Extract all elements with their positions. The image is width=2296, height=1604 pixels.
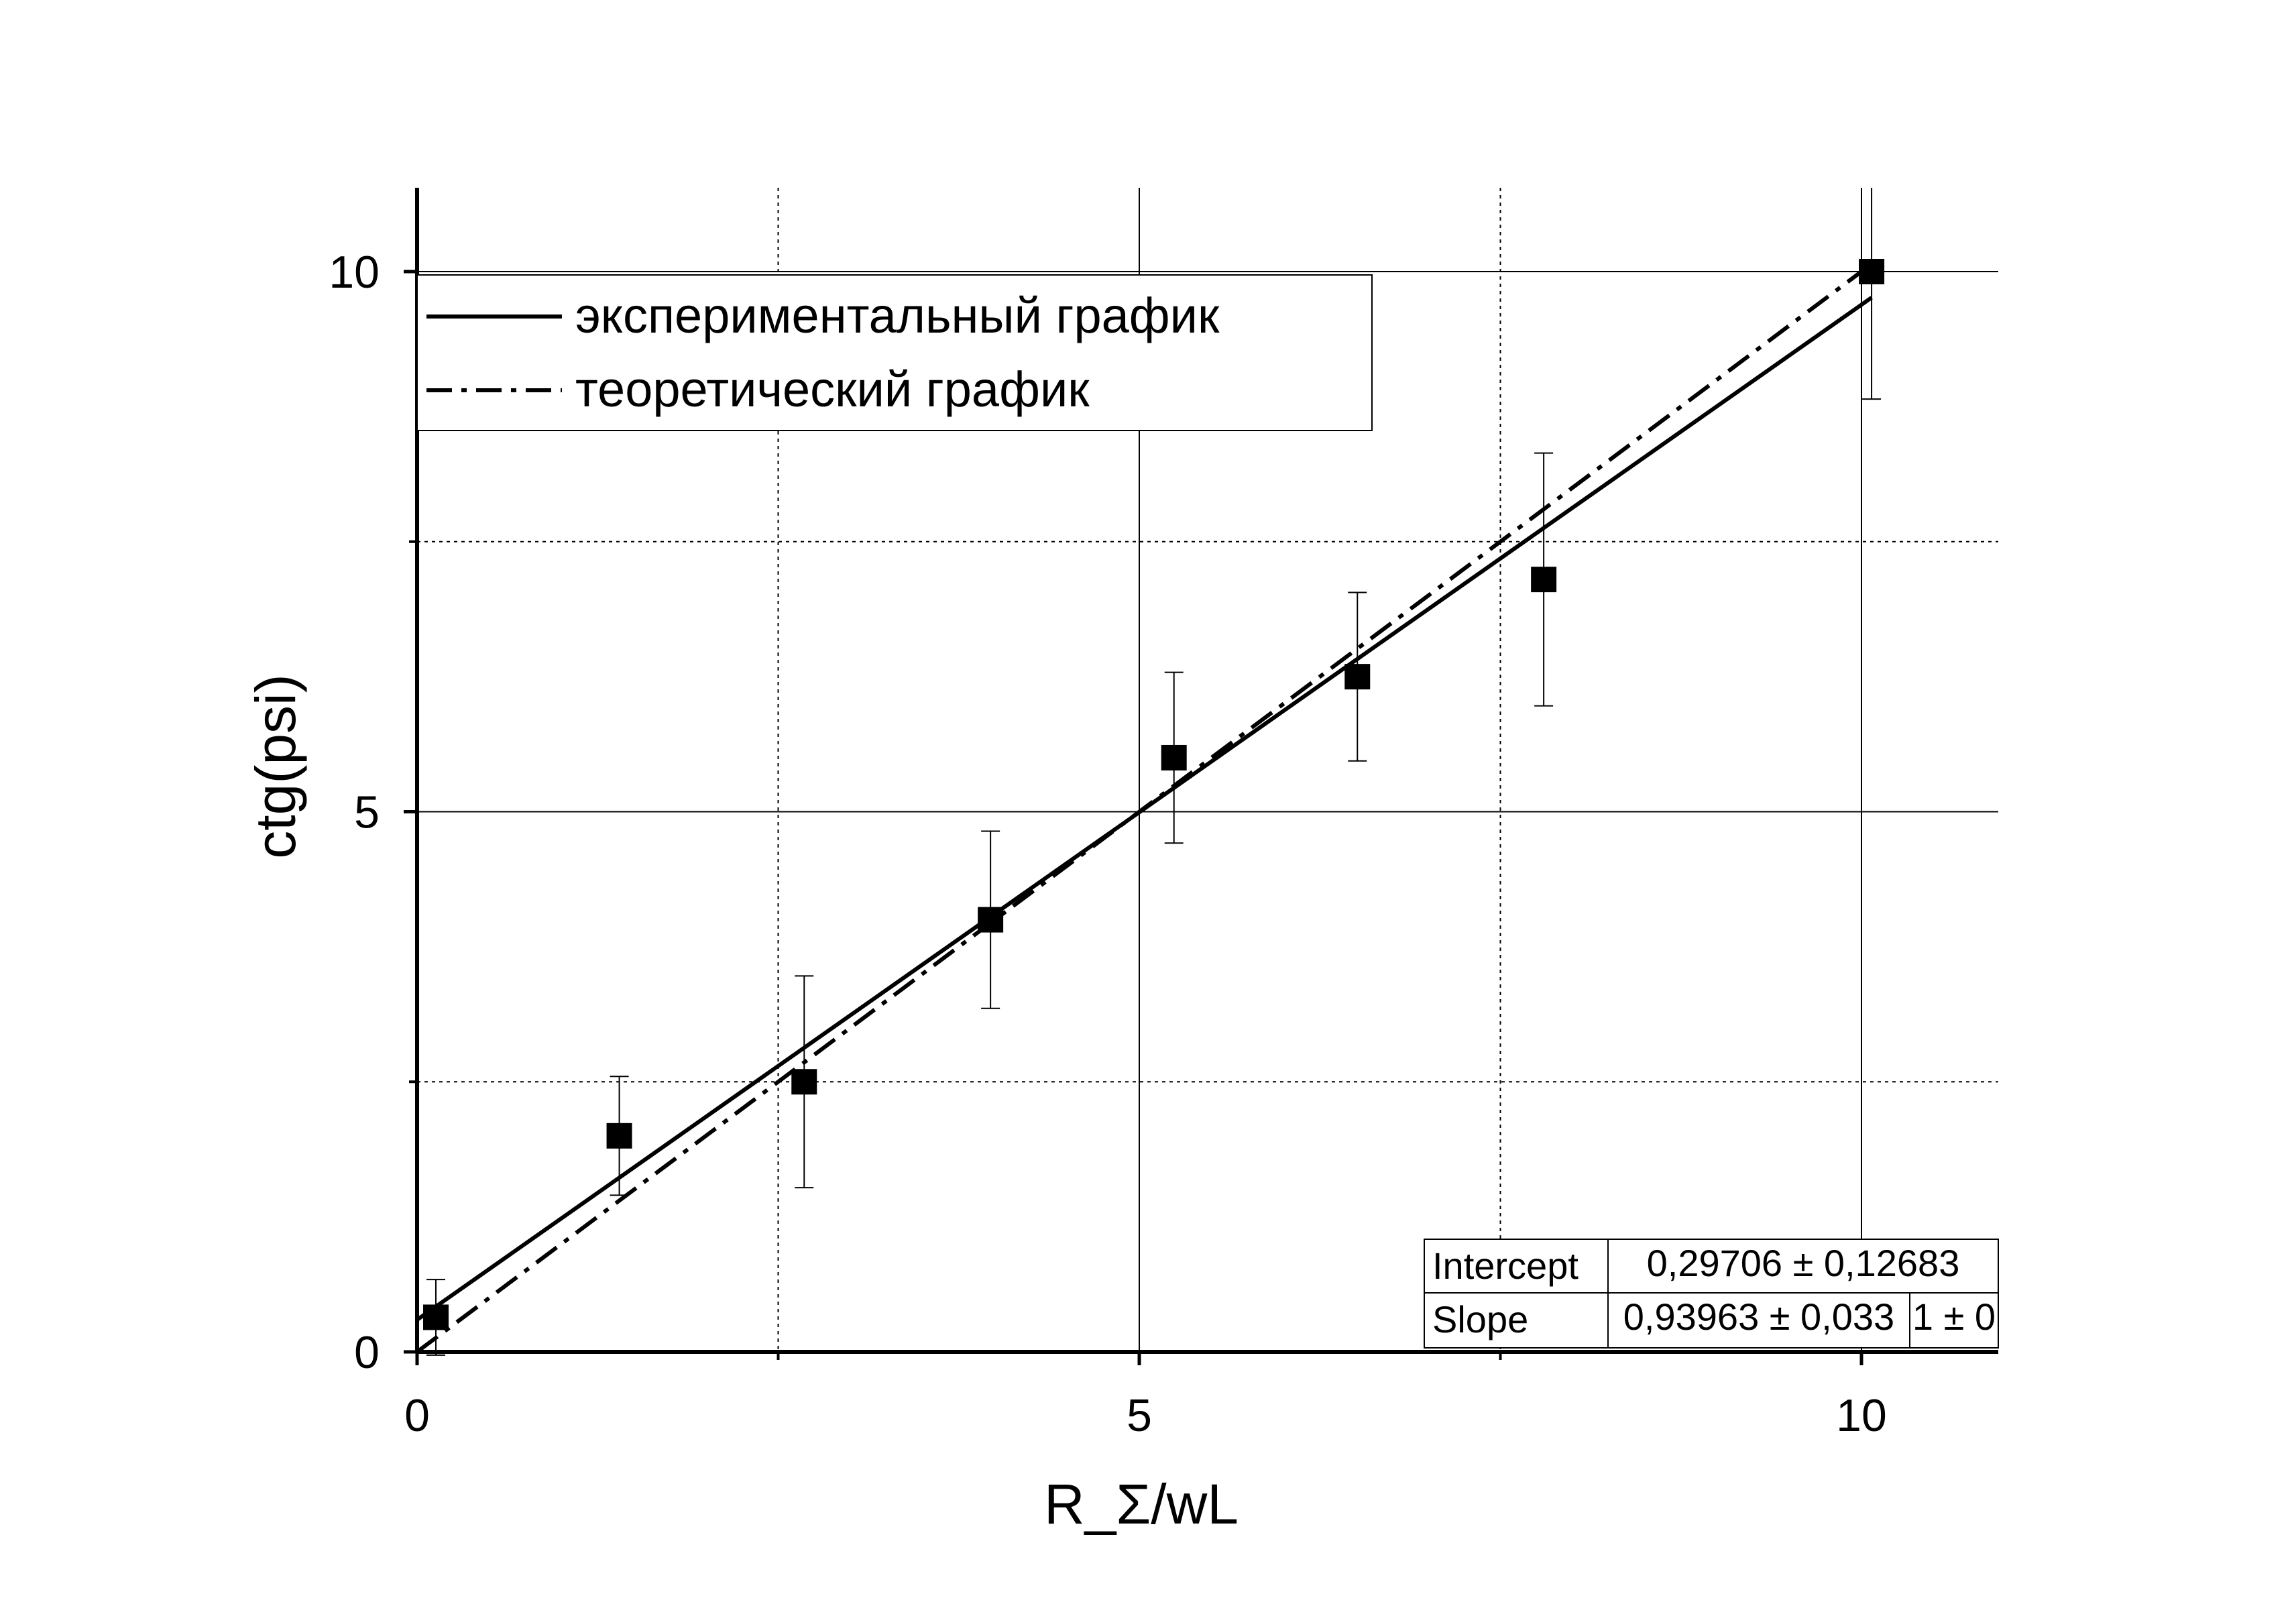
data-point: [1531, 567, 1557, 593]
fit-table-intercept-label: Intercept: [1432, 1245, 1578, 1287]
data-point: [978, 907, 1004, 933]
fit-table-slope-theory: 1 ± 0: [1912, 1296, 1996, 1338]
x-tick-label: 0: [404, 1390, 430, 1441]
legend-label-theoretical: теоретический график: [575, 361, 1090, 417]
legend: экспериментальный график теоретический г…: [416, 274, 1373, 431]
y-tick-label: 0: [354, 1327, 380, 1378]
x-axis-label: R_Σ/wL: [1044, 1473, 1239, 1536]
data-point: [1161, 744, 1187, 770]
y-tick-label: 5: [354, 787, 380, 838]
fit-table: Intercept 0,29706 ± 0,12683 Slope 0,9396…: [1424, 1239, 1999, 1349]
data-point: [1859, 259, 1885, 284]
fit-table-slope-label: Slope: [1432, 1298, 1528, 1340]
series-lines: [416, 262, 1873, 1354]
data-point: [1344, 664, 1371, 690]
legend-label-experimental: экспериментальный график: [575, 288, 1220, 343]
x-tick-label: 5: [1127, 1390, 1152, 1441]
tick-labels: 0 5 10 0 5 10: [329, 247, 1886, 1441]
legend-box: [416, 274, 1373, 431]
data-points: [423, 188, 1885, 1356]
fit-table-intercept-value: 0,29706 ± 0,12683: [1647, 1242, 1960, 1284]
x-tick-label: 10: [1836, 1390, 1887, 1441]
data-point: [423, 1304, 449, 1330]
data-point: [606, 1123, 632, 1149]
fit-table-slope-value: 0,93963 ± 0,033: [1623, 1296, 1894, 1338]
data-point: [791, 1069, 817, 1095]
y-axis-label: ctg(psi): [244, 674, 307, 858]
y-tick-label: 10: [329, 247, 380, 298]
series-line-theoretical: [416, 262, 1873, 1354]
